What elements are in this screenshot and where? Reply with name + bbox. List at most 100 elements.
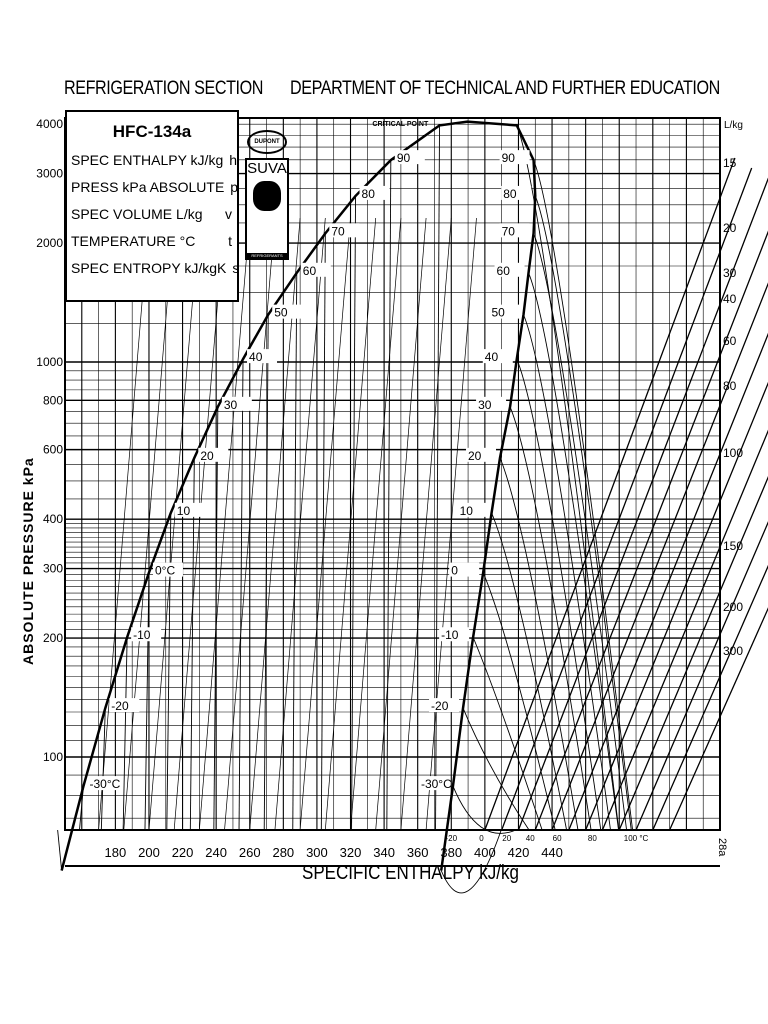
vapor-temp-label: 10 [460,504,474,518]
vapor-temp-label: 40 [485,350,499,364]
x-tick-label: 180 [105,845,127,860]
isotherm-vapor [472,637,543,831]
right-tick-label: 200 [723,600,743,614]
label-bg [449,562,480,577]
liquid-temp-label: 40 [249,350,263,364]
isotherm-vapor [533,159,634,831]
quality-line [249,217,301,831]
right-tick-label: 300 [723,644,743,658]
legend-label: SPEC VOLUME L/kg [71,205,203,222]
y-tick-label: 100 [43,750,63,764]
x-tick-label: 380 [440,845,462,860]
plot-frame [64,117,721,831]
legend-symbol: p [230,178,239,195]
logo-panel: SUVA REFRIGERANTS [245,158,289,260]
liquid-temp-label: 50 [274,306,288,320]
quality-line [199,217,251,831]
x-tick-label: 220 [172,845,194,860]
liquid-temp-label: -10 [133,628,151,642]
x-tick-label: 360 [407,845,429,860]
logo-cloud-icon [253,181,281,211]
right-tick-label: 150 [723,539,743,553]
liquid-temp-label: 80 [362,187,376,201]
isotherm-liquid [320,233,326,831]
x-tick-label: 260 [239,845,261,860]
suva-logo: DUPONT SUVA REFRIGERANTS [245,130,289,260]
x-tick-label: 340 [373,845,395,860]
sheet-code: 28a [716,838,728,857]
isentrope-line [517,177,768,831]
isentrope-line [601,429,768,831]
quality-line [425,217,477,831]
quality-line [299,217,351,831]
header-right: DEPARTMENT OF TECHNICAL AND FURTHER EDUC… [290,78,720,99]
quality-line [173,217,225,831]
vapor-temp-label: 30 [478,398,492,412]
isotherm-liquid [263,314,269,831]
isotherm-liquid [292,272,298,831]
temp-scale-label: 20 [502,834,511,843]
x-tick-label: 400 [474,845,496,860]
y-tick-label: 200 [43,631,63,645]
isotherm-vapor [528,272,619,831]
label-bg [476,396,507,411]
legend-symbol: s [232,259,240,276]
label-bg [457,502,488,517]
critical-point-label: CRITICAL POINT [372,121,429,128]
isentrope-line [484,157,736,831]
isotherm-vapor [516,358,602,831]
temp-scale-label: 40 [526,834,535,843]
label-bg [394,150,425,165]
label-bg [198,447,229,462]
y-tick-label: 2000 [36,236,63,250]
quality-line [324,217,377,831]
isentrope-line [585,381,768,831]
label-bg [247,349,278,364]
liquid-temp-label: -20 [111,699,129,713]
label-bg [221,396,252,411]
legend-symbol: h [229,151,238,168]
isentrope-line [669,607,768,831]
y-tick-label: 800 [43,393,63,407]
quality-line [98,217,150,831]
isotherm-vapor [523,314,611,831]
label-bg [152,562,183,577]
isotherm-liquid [213,406,219,831]
vapor-temp-label: 50 [492,306,506,320]
quality-line [224,217,276,831]
isotherm-vapor [440,829,502,894]
isotherm-liquid [189,457,195,831]
x-tick-label: 420 [508,845,530,860]
legend-label: PRESS kPa ABSOLUTE [71,178,225,195]
isotherm-vapor [534,195,632,831]
temp-scale-label: 60 [553,834,562,843]
x-tick-label: 280 [272,845,294,860]
legend-symbol: v [225,205,232,222]
isentrope-line [635,521,768,831]
y-tick-label: 3000 [36,167,63,181]
header-left: REFRIGERATION SECTION [64,78,263,99]
liquid-temp-label: 60 [303,264,317,278]
right-tick-label: 15 [723,156,737,170]
temp-scale-label: 80 [588,834,597,843]
isotherm-vapor [491,512,568,831]
liquid-temp-label: 10 [177,504,191,518]
label-bg [489,304,520,319]
label-bg [359,185,390,200]
isotherm-liquid [79,786,84,831]
label-bg [499,150,530,165]
vapor-temp-label: 80 [503,187,517,201]
label-bg [499,223,530,238]
y-tick-label: 1000 [36,355,63,369]
x-tick-label: 440 [541,845,563,860]
right-axis-unit: L/kg [724,120,743,131]
isentrope-line [652,564,768,831]
legend-label: SPEC ENTHALPY kJ/kg [71,151,224,168]
quality-line [400,217,452,831]
label-bg [439,627,470,642]
isotherm-vapor [462,707,530,831]
legend-row: SPEC ENTHALPY kJ/kg h [67,146,237,173]
isentrope-line [618,476,768,831]
legend-row: SPEC VOLUME L/kg v [67,200,237,227]
